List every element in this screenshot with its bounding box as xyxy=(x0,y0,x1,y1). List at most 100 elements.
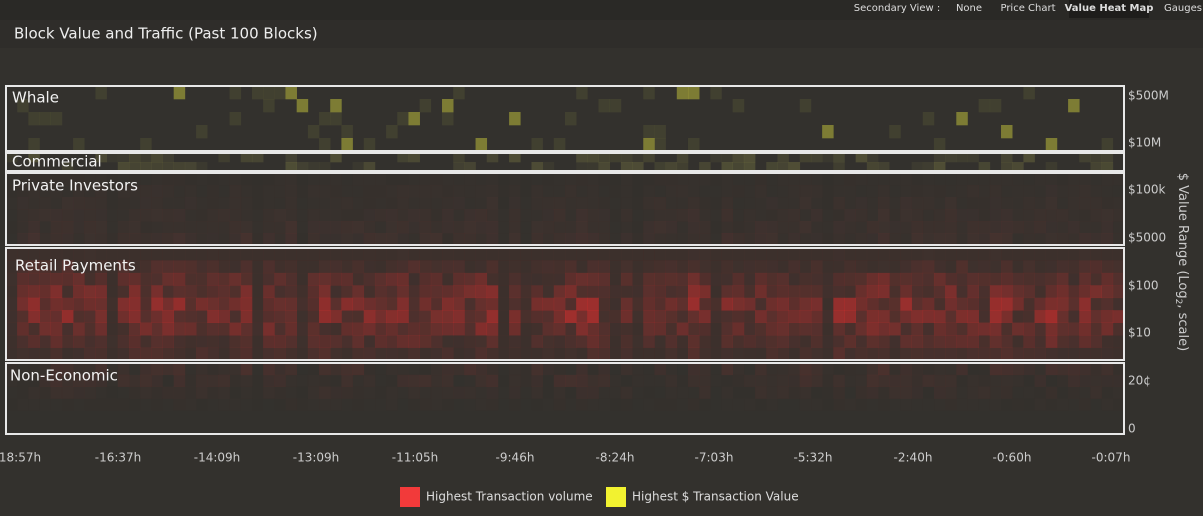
heat-cell xyxy=(800,209,811,221)
heat-cell xyxy=(6,233,17,245)
heat-cell xyxy=(163,173,174,185)
heat-cell xyxy=(755,185,766,197)
heat-cell xyxy=(878,209,890,222)
heat-cell xyxy=(61,335,74,348)
heat-cell xyxy=(6,272,18,286)
heat-cell xyxy=(822,387,833,399)
heat-cell xyxy=(520,363,531,375)
nav-option[interactable]: Price Chart xyxy=(1000,3,1055,14)
heat-cell xyxy=(732,248,745,261)
heat-cell xyxy=(676,153,689,163)
heat-cell xyxy=(498,221,509,233)
heat-cell xyxy=(61,209,74,222)
heat-cell xyxy=(777,248,789,261)
heat-cell xyxy=(386,363,397,375)
nav-option[interactable]: Value Heat Map xyxy=(1065,3,1154,14)
heat-cell xyxy=(632,297,644,311)
heat-cell xyxy=(699,260,711,274)
heat-cell xyxy=(1012,248,1024,261)
heat-cell xyxy=(788,335,801,348)
heat-cell xyxy=(945,363,956,375)
heat-cell xyxy=(363,248,376,261)
heat-cell xyxy=(196,285,208,299)
heat-cell xyxy=(1068,310,1080,323)
heat-cell xyxy=(699,335,711,348)
heat-cell xyxy=(363,297,376,311)
heat-cell xyxy=(352,363,365,376)
heat-cell xyxy=(140,386,152,399)
heat-cell xyxy=(620,335,633,348)
heat-cell xyxy=(1046,375,1057,387)
heat-cell xyxy=(542,209,555,222)
heat-cell xyxy=(1035,363,1046,375)
nav-option[interactable]: None xyxy=(956,3,982,14)
heat-cell xyxy=(1001,297,1013,311)
heat-cell xyxy=(1068,387,1079,399)
heat-cell xyxy=(911,209,924,222)
heat-cell xyxy=(408,322,420,336)
heat-cell xyxy=(1068,233,1080,246)
heat-cell xyxy=(341,272,353,286)
heat-cell xyxy=(240,260,253,274)
heat-cell xyxy=(453,347,465,361)
heat-cell xyxy=(654,399,665,411)
heat-cell xyxy=(1090,248,1102,261)
band-border xyxy=(5,362,1125,435)
heat-cell xyxy=(128,335,141,348)
heat-cell xyxy=(643,399,654,411)
heat-cell xyxy=(430,285,443,299)
heat-cell xyxy=(330,248,342,261)
heat-cell xyxy=(845,399,856,411)
heat-cell xyxy=(17,285,29,299)
heat-cell xyxy=(878,272,890,286)
heat-cell xyxy=(297,185,308,197)
x-axis-label: -9:46h xyxy=(496,451,535,465)
heat-cell xyxy=(129,363,140,375)
heat-cell xyxy=(610,197,621,209)
heat-cell xyxy=(710,297,722,311)
heat-cell xyxy=(442,197,453,209)
heat-cell xyxy=(676,86,689,100)
heat-cell xyxy=(822,209,833,221)
heat-cell xyxy=(766,185,777,197)
heat-cell xyxy=(989,335,1002,348)
heat-cell xyxy=(475,233,488,246)
nav-option[interactable]: Gauges xyxy=(1164,3,1202,14)
heat-cell xyxy=(755,233,767,246)
heat-cell xyxy=(73,322,85,336)
heat-cell xyxy=(1001,272,1013,286)
heat-cell xyxy=(39,322,52,336)
heat-cell xyxy=(632,209,643,221)
heat-cell xyxy=(341,285,353,299)
heat-cell xyxy=(878,335,890,348)
heat-cell xyxy=(822,297,834,311)
heat-cell xyxy=(945,347,957,361)
heat-cell xyxy=(933,335,946,348)
heat-cell xyxy=(1001,310,1013,323)
heat-cell xyxy=(967,375,978,387)
heat-cell xyxy=(419,347,432,361)
heat-cell xyxy=(845,363,856,375)
heat-cell xyxy=(1112,322,1125,336)
heat-cell xyxy=(1090,209,1102,222)
heat-cell xyxy=(1012,272,1024,286)
heat-cell xyxy=(587,399,598,411)
heat-cell xyxy=(173,86,186,100)
heat-cell xyxy=(866,386,879,399)
heat-cell xyxy=(419,233,432,246)
heat-cell xyxy=(743,285,756,299)
heat-cell xyxy=(162,209,174,222)
heat-cell xyxy=(610,209,621,221)
heat-cell xyxy=(1035,197,1046,209)
heat-cell xyxy=(352,260,365,274)
heat-cell xyxy=(900,272,912,286)
heat-cell xyxy=(766,297,778,311)
heat-cell xyxy=(185,363,196,375)
heat-cell xyxy=(408,248,420,261)
heat-cell xyxy=(1090,162,1102,172)
heat-cell xyxy=(1079,335,1091,348)
heat-cell xyxy=(699,310,711,323)
heat-cell xyxy=(867,209,878,221)
